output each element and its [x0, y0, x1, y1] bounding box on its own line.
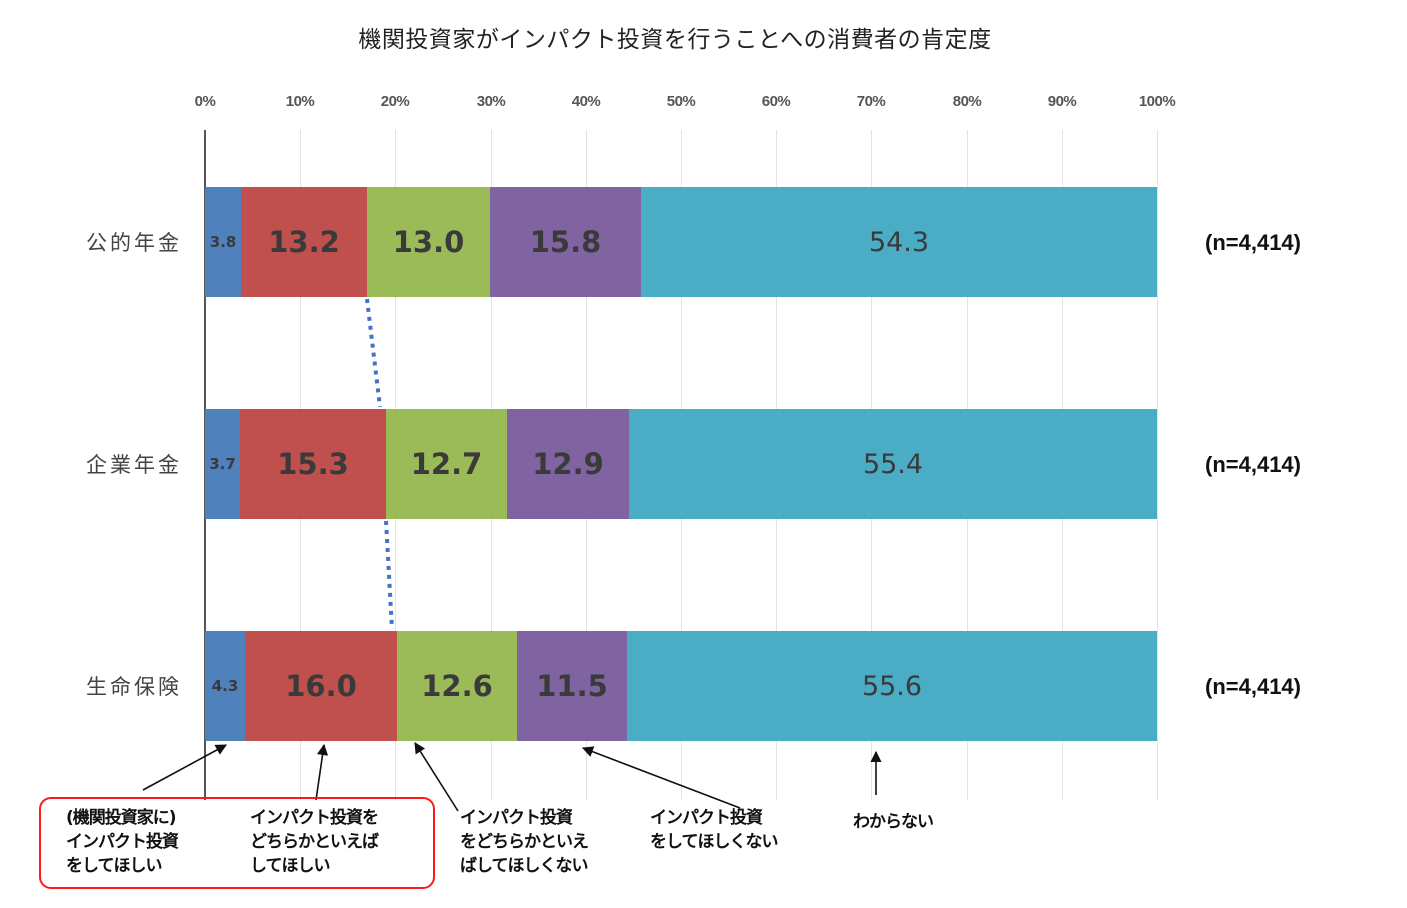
x-tick: 0% [194, 93, 216, 110]
sample-size-label: (n=4,414) [1205, 452, 1301, 477]
x-tick: 20% [380, 93, 410, 110]
x-tick: 60% [761, 93, 791, 110]
x-tick: 100% [1138, 93, 1176, 110]
legend-label-positive: インパクト投資を どちらかといえば してほしい [250, 808, 379, 876]
x-tick: 30% [476, 93, 506, 110]
stacked-bar-row: 4.3 16.0 12.6 11.5 55.6 [205, 631, 1157, 741]
bar-segment-very-positive: 4.3 [205, 631, 245, 741]
sample-size-label: (n=4,414) [1205, 674, 1301, 699]
x-tick: 10% [285, 93, 315, 110]
chart-title: 機関投資家がインパクト投資を行うことへの消費者の肯定度 [358, 27, 992, 53]
legend-label-unknown: わからない [853, 812, 934, 832]
bar-segment-very-negative: 15.8 [490, 187, 641, 297]
category-label: 企業年金 [86, 453, 182, 477]
legend-label-very-positive: (機関投資家に) インパクト投資 をしてほしい [66, 808, 179, 876]
bar-segment-positive: 15.3 [240, 409, 386, 519]
bar-segment-positive: 13.2 [241, 187, 367, 297]
sample-size-label: (n=4,414) [1205, 230, 1301, 255]
bar-segment-unknown: 55.4 [629, 409, 1157, 519]
stacked-bar-row: 3.7 15.3 12.7 12.9 55.4 [205, 409, 1157, 519]
positive-share-connector [365, 298, 394, 630]
bar-segment-very-positive: 3.8 [205, 187, 241, 297]
gridline [1157, 130, 1158, 800]
legend-arrows [142, 742, 882, 812]
bar-segment-negative: 12.7 [386, 409, 507, 519]
bar-segment-very-positive: 3.7 [205, 409, 240, 519]
category-label: 公的年金 [86, 231, 182, 255]
bar-segment-unknown: 55.6 [627, 631, 1157, 741]
x-tick: 90% [1047, 93, 1077, 110]
stacked-bar-row: 3.8 13.2 13.0 15.8 54.3 [205, 187, 1157, 297]
x-tick: 40% [571, 93, 601, 110]
category-label: 生命保険 [86, 675, 182, 699]
highlight-box [39, 797, 435, 889]
legend-label-very-negative: インパクト投資 をしてほしくない [650, 808, 778, 852]
x-tick: 50% [666, 93, 696, 110]
bar-segment-very-negative: 11.5 [517, 631, 627, 741]
bar-segment-negative: 12.6 [397, 631, 517, 741]
legend-label-negative: インパクト投資 をどちらかといえ ばしてほしくない [460, 808, 589, 876]
bar-segment-negative: 13.0 [367, 187, 490, 297]
bar-segment-positive: 16.0 [245, 631, 397, 741]
x-tick: 80% [952, 93, 982, 110]
bar-segment-unknown: 54.3 [641, 187, 1157, 297]
bar-segment-very-negative: 12.9 [507, 409, 629, 519]
x-tick: 70% [856, 93, 886, 110]
